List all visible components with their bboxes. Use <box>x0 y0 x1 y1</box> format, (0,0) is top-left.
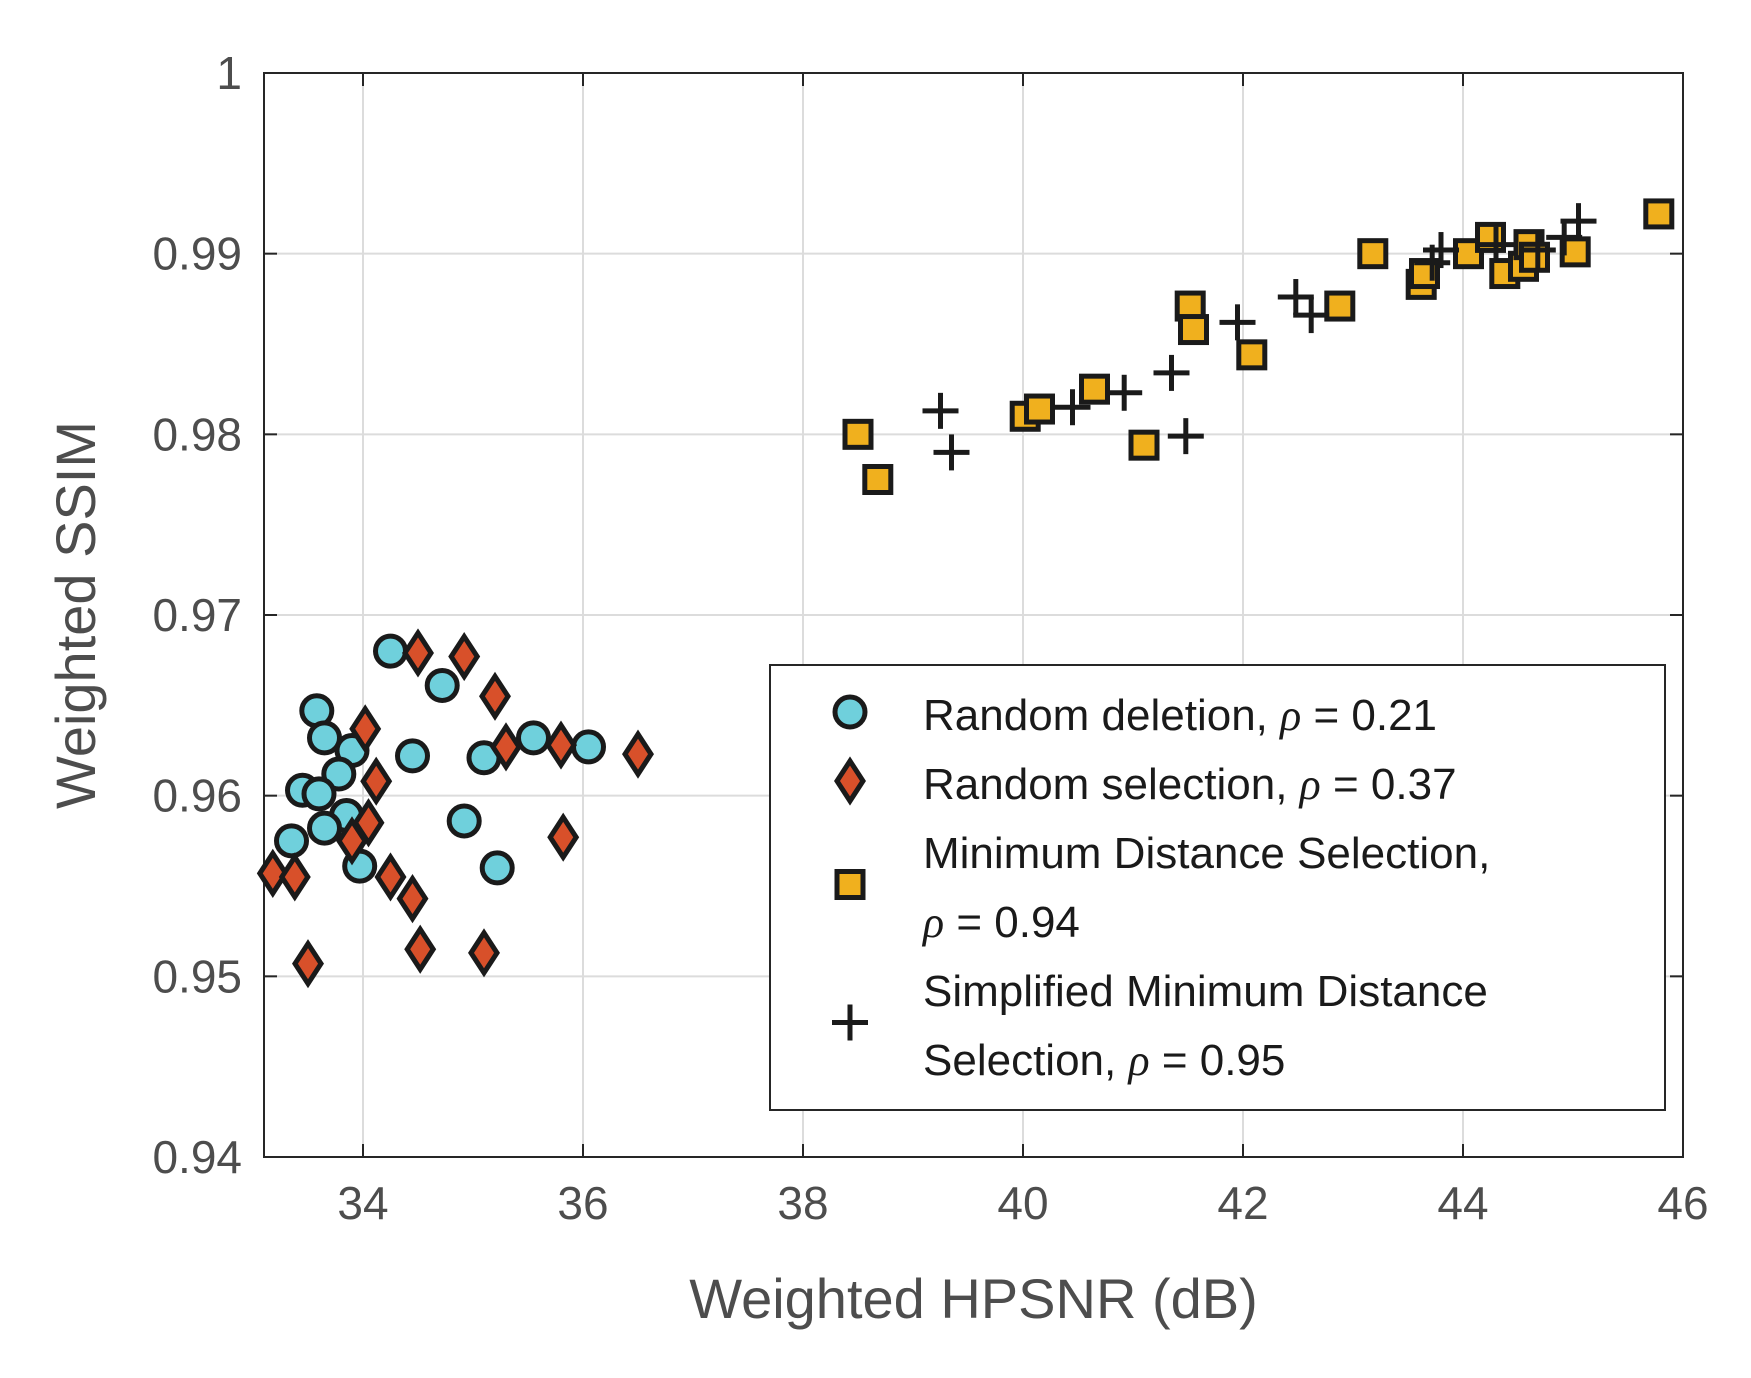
x-tick-label: 44 <box>1437 1177 1488 1229</box>
diamond-point <box>278 852 311 902</box>
y-axis-label: Weighted SSIM <box>44 421 107 809</box>
plus-point <box>1519 232 1556 269</box>
series-square <box>842 198 1675 495</box>
diamond-point <box>448 631 481 682</box>
circle-point <box>307 810 342 846</box>
circle-point <box>373 633 408 669</box>
plus-point <box>1219 304 1256 341</box>
legend-entry-text: ρ = 0.94 <box>921 898 1080 947</box>
legend-plus-marker <box>832 1004 868 1041</box>
x-axis-label: Weighted HPSNR (dB) <box>689 1267 1258 1330</box>
square-point <box>1357 238 1389 270</box>
legend-entry-text: Selection, ρ = 0.95 <box>923 1036 1285 1085</box>
diamond-point <box>402 628 434 678</box>
x-tick-label: 40 <box>997 1177 1048 1229</box>
square-point <box>862 464 894 495</box>
circle-point <box>395 738 430 774</box>
diamond-point <box>256 848 289 898</box>
circle-point <box>274 823 309 859</box>
x-tick-label: 38 <box>777 1177 828 1229</box>
y-tick-label: 0.96 <box>152 770 242 822</box>
square-point <box>1178 314 1209 346</box>
y-tick-label: 0.95 <box>152 950 242 1002</box>
circle-point <box>301 776 337 812</box>
square-point <box>842 418 874 450</box>
diamond-point <box>468 928 500 978</box>
plus-point <box>1153 354 1190 391</box>
diamond-point <box>404 924 437 974</box>
legend-box <box>769 664 1666 1111</box>
square-point <box>1079 373 1110 405</box>
circle-point <box>479 850 515 886</box>
series-circle <box>274 633 606 886</box>
x-tick-label: 34 <box>337 1177 388 1229</box>
diamond-point <box>360 756 393 806</box>
y-tick-label: 0.97 <box>152 589 242 641</box>
diamond-point <box>490 722 522 772</box>
plus-point <box>933 434 970 471</box>
legend-square-marker <box>834 869 866 900</box>
square-point <box>1128 429 1160 461</box>
diamond-point <box>349 704 382 754</box>
plus-point <box>1423 232 1459 269</box>
diamond-point <box>622 729 654 779</box>
plus-point <box>1546 219 1583 256</box>
x-tick-label: 42 <box>1217 1177 1268 1229</box>
diamond-point <box>292 939 324 989</box>
legend-entry-text: Random selection, ρ = 0.37 <box>923 760 1457 809</box>
circle-point <box>307 720 342 756</box>
data-points <box>256 198 1675 989</box>
y-tick-label: 0.99 <box>152 228 242 280</box>
plus-point <box>1478 226 1514 263</box>
y-tick-label: 1 <box>216 47 242 99</box>
plus-point <box>1054 389 1091 426</box>
y-tick-label: 0.94 <box>152 1131 242 1183</box>
series-plus <box>922 203 1597 471</box>
diamond-point <box>479 671 511 721</box>
series-diamond <box>256 628 654 989</box>
circle-point <box>446 803 482 839</box>
diamond-point <box>545 720 577 770</box>
diamond-point <box>336 816 368 866</box>
x-tick-label: 46 <box>1657 1177 1708 1229</box>
y-tick-label: 0.98 <box>152 408 242 460</box>
square-point <box>1643 198 1675 230</box>
legend-diamond-marker <box>834 756 866 806</box>
plus-point <box>1106 374 1143 411</box>
legend-entry-text: Simplified Minimum Distance <box>923 967 1488 1016</box>
x-tick-label: 36 <box>557 1177 608 1229</box>
circle-point <box>571 729 606 765</box>
diamond-point <box>374 852 407 902</box>
axis-ticks: 34 36 38 40 42 44 46 0.94 0.95 0.96 0.97 0.98 0.99 1 <box>152 47 1708 1229</box>
plus-point <box>1167 418 1204 455</box>
diamond-point <box>396 874 429 924</box>
legend-circle-marker <box>832 694 868 730</box>
square-point <box>1024 393 1055 425</box>
diamond-point <box>547 812 580 862</box>
plus-point <box>1277 279 1314 316</box>
legend-entry-text: Random deletion, ρ = 0.21 <box>923 691 1437 740</box>
square-point <box>1236 339 1268 371</box>
legend: Random deletion, ρ = 0.21 Random selectio… <box>769 664 1666 1111</box>
circle-point <box>516 720 551 756</box>
circle-point <box>424 667 460 703</box>
square-point <box>1324 290 1356 322</box>
plus-point <box>922 392 959 429</box>
legend-entry-text: Minimum Distance Selection, <box>923 829 1490 878</box>
plus-point <box>1293 297 1330 334</box>
